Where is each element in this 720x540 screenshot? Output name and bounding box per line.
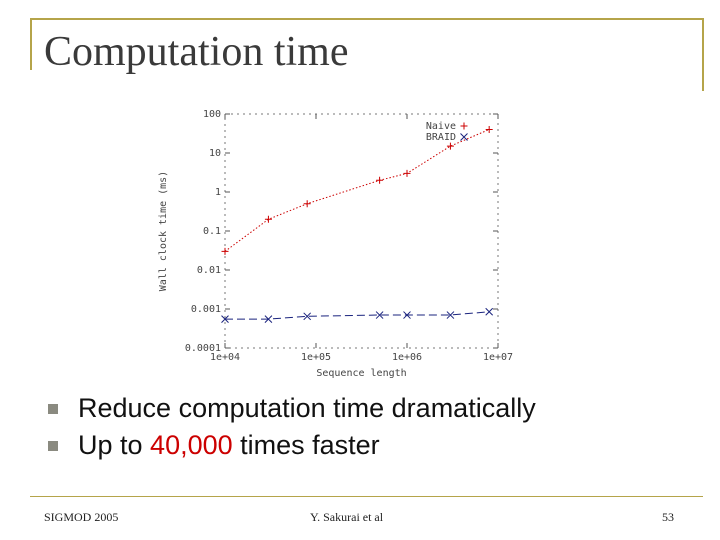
legend-label-naive: Naive bbox=[426, 121, 456, 132]
x-tick-label: 1e+06 bbox=[392, 352, 422, 363]
data-point-braid bbox=[485, 307, 494, 316]
data-point-braid bbox=[403, 311, 411, 319]
y-tick-label: 10 bbox=[209, 148, 221, 159]
plot-frame bbox=[224, 113, 499, 349]
bullet-text: Reduce computation time dramatically bbox=[78, 393, 536, 423]
footer-page-number: 53 bbox=[662, 510, 674, 524]
y-axis-label: Wall clock time (ms) bbox=[158, 171, 169, 291]
frame-top-line bbox=[30, 18, 703, 20]
bullet-text-end: times faster bbox=[232, 430, 380, 460]
data-point-braid bbox=[264, 315, 273, 323]
legend-marker-naive bbox=[460, 122, 468, 130]
slide-title: Computation time bbox=[44, 29, 349, 75]
legend-label-braid: BRAID bbox=[426, 132, 456, 143]
computation-time-chart: 0.0001 0.001 0.01 0.1 1 10 100 1e+04 1e+05 1e+06 1… bbox=[158, 109, 513, 379]
y-tick-label: 0.1 bbox=[203, 226, 221, 237]
data-point-naive bbox=[376, 176, 384, 184]
data-point-braid bbox=[221, 315, 229, 323]
footer-authors: Y. Sakurai et al bbox=[310, 510, 384, 524]
series-line-naive bbox=[224, 129, 490, 252]
y-tick-label: 100 bbox=[203, 109, 221, 120]
bullet-list: Reduce computation time dramatically Up … bbox=[48, 390, 536, 464]
data-point-braid bbox=[375, 311, 384, 319]
frame-right-line bbox=[702, 18, 704, 91]
x-tick-label: 1e+04 bbox=[210, 352, 240, 363]
square-bullet-icon bbox=[48, 441, 58, 451]
frame-left-line bbox=[30, 18, 32, 70]
data-point-naive bbox=[303, 200, 311, 208]
data-point-braid bbox=[446, 311, 455, 319]
legend-marker-braid bbox=[460, 133, 468, 141]
y-tick-label: 0.0001 bbox=[185, 343, 221, 354]
x-tick-label: 1e+07 bbox=[483, 352, 513, 363]
data-point-braid bbox=[303, 312, 312, 321]
bullet-item-reduce: Reduce computation time dramatically bbox=[48, 390, 536, 427]
data-point-naive bbox=[221, 247, 229, 255]
data-point-naive bbox=[446, 142, 454, 150]
data-point-naive bbox=[403, 169, 411, 177]
footer-divider bbox=[30, 496, 703, 497]
bullet-item-faster: Up to 40,000 times faster bbox=[48, 427, 536, 464]
y-tick-label: 0.001 bbox=[191, 304, 221, 315]
y-tick-label: 0.01 bbox=[197, 265, 221, 276]
footer-conference: SIGMOD 2005 bbox=[44, 510, 119, 524]
x-axis-label: Sequence length bbox=[316, 368, 406, 379]
y-tick-label: 1 bbox=[215, 187, 221, 198]
x-tick-label: 1e+05 bbox=[301, 352, 331, 363]
speedup-highlight: 40,000 bbox=[150, 430, 233, 460]
data-point-naive bbox=[264, 215, 272, 223]
square-bullet-icon bbox=[48, 404, 58, 414]
bullet-text: Up to bbox=[78, 430, 151, 460]
data-point-naive bbox=[485, 126, 493, 134]
